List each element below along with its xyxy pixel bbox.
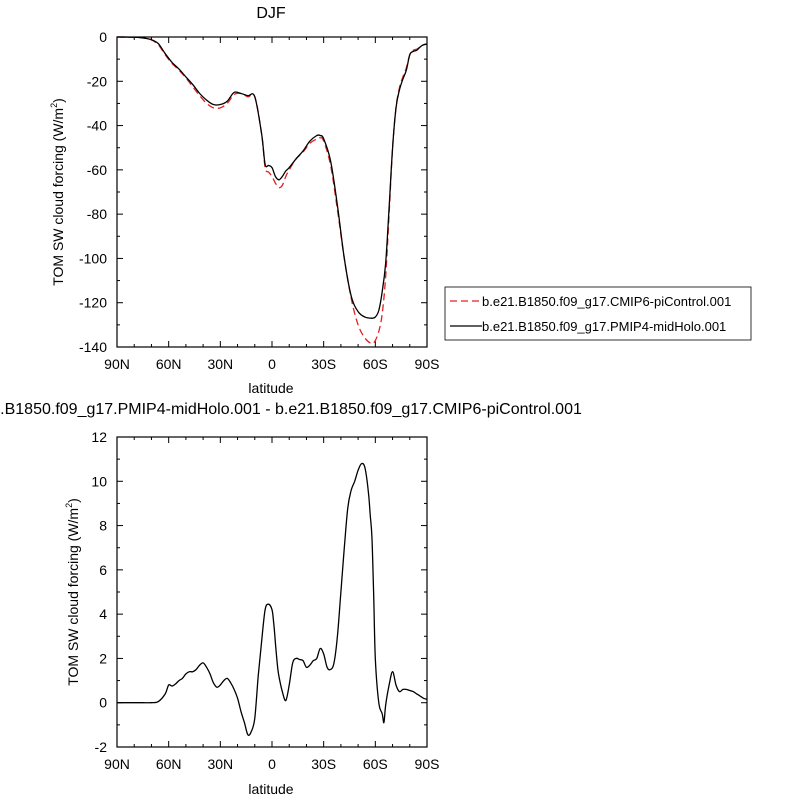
top-chart-title: DJF: [256, 5, 286, 22]
top-axis-ticks: 90N 60N 30N 0 30S 60S 90S 0 -20 -40 -60 -80 -100 -120…: [79, 29, 439, 372]
legend-label-midholo: b.e21.B1850.f09_g17.PMIP4-midHolo.001: [482, 319, 726, 334]
bottom-series-lines: [117, 462, 428, 736]
bottom-x-tick-label: 30N: [207, 756, 233, 772]
top-y-tick-label: -60: [87, 162, 107, 178]
bottom-y-tick-label: 10: [91, 473, 107, 489]
top-x-tick-label: 30N: [207, 356, 233, 372]
bottom-x-tick-label: 60N: [156, 756, 182, 772]
bottom-y-tick-label: 6: [99, 562, 107, 578]
legend-box: [444, 286, 752, 341]
bottom-x-tick-label: 90S: [415, 756, 440, 772]
bottom-x-tick-label: 60S: [363, 756, 388, 772]
bottom-series-line-0: [117, 462, 428, 736]
bottom-y-axis-title-sup: 2: [64, 503, 74, 508]
top-x-tick-label: 60N: [156, 356, 182, 372]
bottom-x-tick-label: 90N: [104, 756, 130, 772]
bottom-y-tick-label: -2: [95, 739, 108, 755]
top-series-line-1: [116, 36, 428, 319]
bottom-plot-frame: [116, 436, 428, 748]
top-x-tick-label: 60S: [363, 356, 388, 372]
bottom-axis-ticks: 90N 60N 30N 0 30S 60S 90S -2 0 2 4 6 8 10 12: [91, 429, 439, 772]
bottom-y-axis-title-end: ): [65, 498, 81, 503]
top-y-tick-label: 0: [99, 29, 107, 45]
top-y-axis-title-main: TOM SW cloud forcing (W/m: [50, 108, 66, 286]
bottom-y-tick-label: 0: [99, 695, 107, 711]
svg-text:TOM SW cloud forcing (W/m2): TOM SW cloud forcing (W/m2): [49, 98, 66, 286]
top-x-tick-label: 0: [268, 356, 276, 372]
top-y-tick-label: -80: [87, 206, 107, 222]
bottom-y-axis-title: TOM SW cloud forcing (W/m2): [64, 498, 81, 686]
top-y-axis-title-sup: 2: [49, 103, 59, 108]
top-x-axis-title: latitude: [248, 380, 293, 396]
bottom-y-axis-title-main: TOM SW cloud forcing (W/m: [65, 508, 81, 686]
top-y-axis-title: TOM SW cloud forcing (W/m2): [49, 98, 66, 286]
bottom-panel: b.e21.B1850.f09_g17.PMIP4-midHolo.001 - …: [0, 401, 582, 797]
top-y-tick-label: -140: [79, 339, 107, 355]
bottom-y-tick-label: 2: [99, 650, 107, 666]
top-plot-frame: [116, 36, 428, 348]
svg-text:TOM SW cloud forcing (W/m2): TOM SW cloud forcing (W/m2): [64, 498, 81, 686]
bottom-chart-title: b.e21.B1850.f09_g17.PMIP4-midHolo.001 - …: [0, 401, 582, 418]
bottom-x-axis-title: latitude: [248, 781, 293, 797]
top-y-tick-label: -40: [87, 118, 107, 134]
top-x-tick-label: 90N: [104, 356, 130, 372]
top-y-tick-label: -20: [87, 73, 107, 89]
top-y-tick-label: -100: [79, 250, 107, 266]
top-panel: DJF TOM SW cloud forcing (W/m2) latitude…: [49, 5, 439, 396]
bottom-x-tick-label: 30S: [311, 756, 336, 772]
top-series-line-0: [116, 36, 428, 345]
top-y-axis-title-end: ): [50, 98, 66, 103]
bottom-y-tick-label: 4: [99, 606, 107, 622]
bottom-y-tick-label: 8: [99, 518, 107, 534]
top-x-tick-label: 90S: [415, 356, 440, 372]
top-series-lines: [116, 36, 428, 345]
top-y-tick-label: -120: [79, 295, 107, 311]
bottom-y-tick-label: 12: [91, 429, 107, 445]
legend: b.e21.B1850.f09_g17.CMIP6-piControl.001 …: [444, 286, 752, 341]
bottom-x-tick-label: 0: [268, 756, 276, 772]
legend-label-picontrol: b.e21.B1850.f09_g17.CMIP6-piControl.001: [482, 294, 731, 309]
top-x-tick-label: 30S: [311, 356, 336, 372]
